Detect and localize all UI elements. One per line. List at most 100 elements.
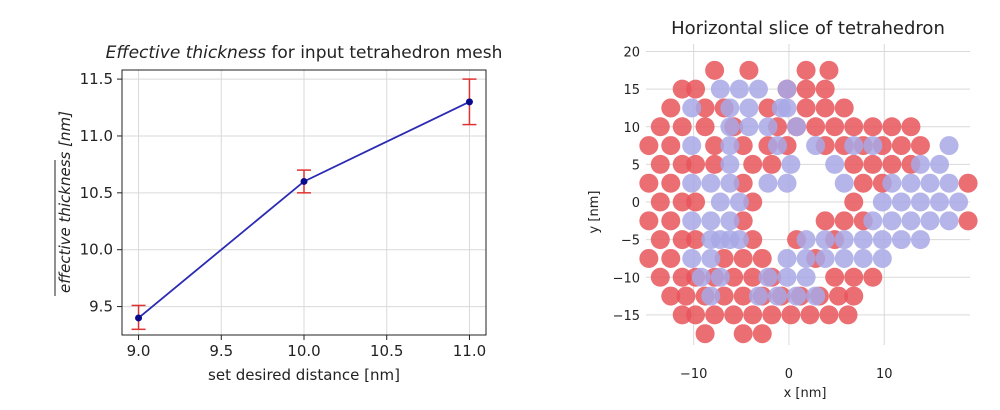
right-x-ticks: −10 0 10 — [680, 367, 893, 382]
blue-point — [910, 230, 930, 250]
blue-point — [777, 173, 797, 193]
left-x-tick-label: 9.0 — [127, 342, 151, 360]
red-point — [815, 211, 835, 231]
blue-point — [720, 117, 740, 137]
red-point — [834, 98, 854, 118]
left-title-rest: for input tetrahedron mesh — [266, 43, 502, 63]
red-point — [733, 248, 753, 268]
red-point — [639, 248, 659, 268]
blue-point — [930, 154, 950, 174]
blue-point — [920, 211, 940, 231]
blue-point — [710, 192, 730, 212]
red-point — [661, 248, 681, 268]
red-point — [639, 136, 659, 156]
red-point — [705, 154, 725, 174]
blue-point — [729, 79, 749, 99]
right-y-tick-label: −10 — [613, 271, 640, 286]
red-point — [672, 230, 692, 250]
blue-point — [777, 248, 797, 268]
blue-point — [720, 211, 740, 231]
red-point — [882, 117, 902, 137]
blue-point — [682, 248, 702, 268]
blue-point — [872, 230, 892, 250]
red-point — [743, 305, 763, 325]
red-point — [762, 154, 782, 174]
red-point — [650, 267, 670, 287]
red-point — [806, 117, 826, 137]
red-point — [796, 98, 816, 118]
red-point — [650, 117, 670, 137]
left-title-italic: Effective thickness — [106, 43, 267, 63]
horizontal-slice-chart: Horizontal slice of tetrahedron −10 0 10 2… — [587, 18, 978, 401]
red-point — [838, 305, 858, 325]
red-point — [844, 192, 864, 212]
right-x-tick-label: 0 — [785, 367, 793, 382]
blue-point — [853, 248, 873, 268]
red-point — [743, 192, 763, 212]
right-scatter-points — [639, 60, 978, 344]
red-point — [695, 98, 715, 118]
blue-point — [796, 267, 816, 287]
left-y-axis-label: effective thickness [nm] — [56, 111, 74, 293]
blue-point — [891, 230, 911, 250]
left-x-ticks: 9.0 9.5 10.0 10.5 11.0 — [127, 335, 486, 360]
red-point — [752, 248, 772, 268]
red-point — [650, 154, 670, 174]
blue-point — [710, 267, 730, 287]
red-point — [714, 286, 734, 306]
red-point — [863, 267, 883, 287]
red-point — [901, 117, 921, 137]
blue-point — [739, 98, 759, 118]
red-point — [825, 117, 845, 137]
right-y-tick-label: 0 — [632, 196, 640, 211]
blue-point — [787, 286, 807, 306]
blue-point — [758, 117, 778, 137]
blue-point — [910, 192, 930, 212]
blue-point — [815, 230, 835, 250]
red-point — [686, 305, 706, 325]
red-point — [910, 136, 930, 156]
red-point — [739, 60, 759, 80]
left-y-tick-label: 9.5 — [89, 298, 113, 316]
blue-point — [781, 154, 801, 174]
red-point — [882, 154, 902, 174]
blue-point — [777, 267, 797, 287]
blue-point — [872, 248, 892, 268]
red-point — [650, 230, 670, 250]
red-point — [661, 136, 681, 156]
blue-point — [939, 173, 959, 193]
left-y-tick-label: 10.5 — [80, 184, 113, 202]
blue-point — [701, 248, 721, 268]
red-point — [863, 117, 883, 137]
blue-point — [720, 154, 740, 174]
left-x-tick-label: 9.5 — [209, 342, 233, 360]
red-point — [796, 79, 816, 99]
red-point — [752, 324, 772, 344]
blue-point — [853, 230, 873, 250]
red-point — [733, 286, 753, 306]
blue-point — [844, 136, 864, 156]
red-point — [639, 173, 659, 193]
left-y-ticks: 9.5 10.0 10.5 11.0 11.5 — [80, 70, 122, 316]
blue-point — [768, 286, 788, 306]
red-point — [705, 305, 725, 325]
red-point — [844, 117, 864, 137]
blue-point — [939, 136, 959, 156]
blue-point — [758, 173, 778, 193]
blue-point — [720, 230, 740, 250]
red-point — [819, 305, 839, 325]
red-point — [958, 211, 978, 231]
blue-point — [901, 211, 921, 231]
blue-point — [863, 211, 883, 231]
left-y-tick-label: 11.5 — [80, 70, 113, 88]
red-point — [714, 248, 734, 268]
right-y-ticks: 20 15 10 5 0 −5 −10 −15 — [613, 46, 640, 324]
red-point — [844, 267, 864, 287]
blue-point — [930, 192, 950, 212]
blue-point — [834, 230, 854, 250]
right-y-tick-label: −15 — [613, 309, 640, 324]
red-point — [661, 98, 681, 118]
left-data-point — [300, 177, 308, 185]
red-point — [705, 60, 725, 80]
